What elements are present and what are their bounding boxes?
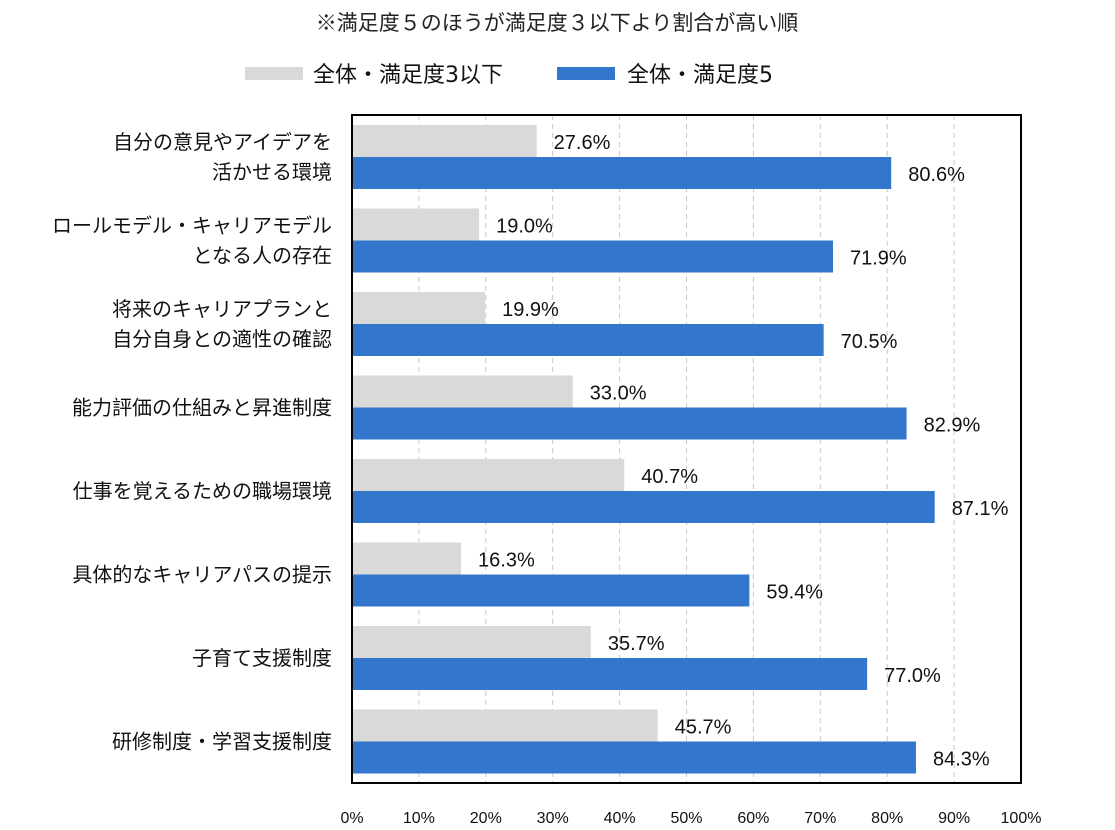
category-label: 子育て支援制度 [192, 646, 332, 670]
legend-swatch [557, 67, 615, 80]
category-label: 具体的なキャリアパスの提示 [72, 563, 332, 587]
category-label: 仕事を覚えるための職場環境 [73, 479, 332, 503]
bars: 27.6% 80.6% 19.0% 71.9% 19.9% 70.5% 33.0% 82.9%… [352, 125, 1009, 774]
x-tick-label: 20% [470, 810, 502, 827]
chart-note: ※満足度５のほうが満足度３以下より割合が高い順 [316, 11, 799, 35]
grid [418, 115, 955, 783]
data-label: 70.5% [841, 331, 898, 353]
data-label: 16.3% [478, 550, 535, 572]
category-label: 自分自身との適性の確認 [112, 327, 332, 351]
data-label: 27.6% [554, 132, 611, 154]
category-label: ロールモデル・キャリアモデル [52, 214, 332, 238]
x-tick-label: 40% [604, 810, 636, 827]
bar-satisfaction-3-or-less [352, 542, 462, 575]
legend-swatch [245, 67, 303, 80]
bar-satisfaction-5 [352, 240, 834, 273]
bar-satisfaction-5 [352, 491, 935, 523]
x-tick-label: 0% [340, 810, 363, 827]
data-label: 19.0% [496, 216, 553, 238]
legend: 全体・満足度3以下 全体・満足度5 [245, 63, 773, 88]
category-label: 能力評価の仕組みと昇進制度 [72, 396, 332, 420]
bar-satisfaction-5 [352, 407, 907, 440]
bar-satisfaction-3-or-less [352, 459, 625, 491]
plot-frame [351, 114, 1022, 784]
data-label: 82.9% [924, 415, 981, 437]
data-label: 40.7% [641, 466, 698, 488]
bar-satisfaction-5 [352, 741, 916, 774]
bar-satisfaction-3-or-less [352, 125, 537, 157]
bar-satisfaction-5 [352, 324, 824, 356]
bar-satisfaction-3-or-less [352, 709, 658, 742]
x-tick-label: 90% [938, 810, 970, 827]
bar-satisfaction-3-or-less [352, 626, 591, 658]
data-label: 77.0% [884, 665, 941, 687]
x-tick-label: 30% [537, 810, 569, 827]
bar-satisfaction-5 [352, 574, 750, 607]
x-tick-label: 60% [737, 810, 769, 827]
data-label: 59.4% [766, 582, 823, 604]
category-label: 将来のキャリアプランと [112, 297, 332, 321]
bar-satisfaction-3-or-less [352, 375, 573, 408]
category-label: 自分の意見やアイデアを [113, 130, 332, 154]
bar-satisfaction-3-or-less [352, 292, 486, 324]
data-label: 87.1% [952, 498, 1009, 520]
data-label: 71.9% [850, 248, 907, 270]
x-tick-label: 100% [1001, 810, 1042, 827]
x-tick-label: 70% [804, 810, 836, 827]
data-label: 19.9% [502, 299, 559, 321]
legend-label: 全体・満足度5 [627, 63, 773, 88]
x-tick-label: 80% [871, 810, 903, 827]
bar-satisfaction-5 [352, 157, 892, 189]
x-axis-ticks: 0% 10% 20% 30% 40% 50% 60% 70% 80% 90% 100% [340, 810, 1041, 827]
data-label: 45.7% [675, 717, 732, 739]
legend-label: 全体・満足度3以下 [313, 63, 503, 88]
data-label: 35.7% [608, 633, 665, 655]
x-tick-label: 10% [403, 810, 435, 827]
category-label: 活かせる環境 [212, 160, 332, 184]
x-tick-label: 50% [670, 810, 702, 827]
bar-satisfaction-3-or-less [352, 208, 480, 241]
data-label: 84.3% [933, 749, 990, 771]
bar-satisfaction-5 [352, 658, 868, 690]
data-label: 33.0% [590, 383, 647, 405]
category-label: 研修制度・学習支援制度 [112, 730, 332, 754]
data-label: 80.6% [908, 164, 965, 186]
category-label: となる人の存在 [193, 244, 332, 268]
category-labels: 自分の意見やアイデアを活かせる環境ロールモデル・キャリアモデルとなる人の存在将来… [52, 130, 332, 754]
